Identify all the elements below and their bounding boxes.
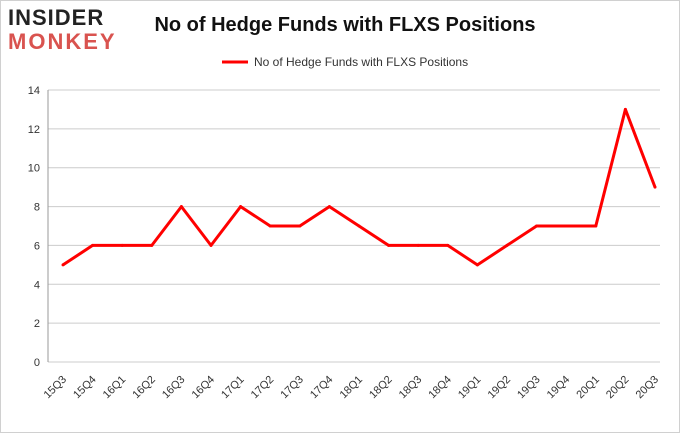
x-tick-label: 19Q1 bbox=[456, 374, 484, 402]
data-point bbox=[505, 243, 509, 247]
logo-line-2: MONKEY bbox=[8, 29, 117, 54]
data-point bbox=[387, 243, 391, 247]
x-tick-label: 17Q3 bbox=[278, 374, 306, 402]
data-point bbox=[179, 205, 183, 209]
x-tick-label: 16Q2 bbox=[130, 374, 158, 402]
data-point bbox=[653, 185, 657, 189]
data-point bbox=[298, 224, 302, 228]
data-point bbox=[239, 205, 243, 209]
x-tick-label: 18Q2 bbox=[367, 374, 395, 402]
legend: No of Hedge Funds with FLXS Positions bbox=[222, 55, 468, 69]
data-point bbox=[535, 224, 539, 228]
y-tick-label: 10 bbox=[28, 163, 40, 175]
x-tick-label: 16Q4 bbox=[190, 374, 218, 402]
x-tick-label: 15Q4 bbox=[71, 374, 99, 402]
x-tick-label: 20Q2 bbox=[604, 374, 632, 402]
y-tick-label: 6 bbox=[34, 240, 40, 252]
chart-title: No of Hedge Funds with FLXS Positions bbox=[154, 14, 536, 36]
data-point bbox=[150, 243, 154, 247]
insider-monkey-logo: INSIDER MONKEY bbox=[8, 6, 128, 56]
x-tick-label: 15Q3 bbox=[42, 374, 70, 402]
data-point bbox=[475, 263, 479, 267]
series-lines bbox=[61, 107, 657, 267]
data-point bbox=[594, 224, 598, 228]
x-tick-label: 19Q3 bbox=[515, 374, 543, 402]
x-tick-label: 19Q2 bbox=[486, 374, 514, 402]
x-tick-label: 20Q1 bbox=[574, 374, 602, 402]
x-tick-label: 16Q3 bbox=[160, 374, 188, 402]
logo-line-1: INSIDER bbox=[8, 5, 105, 30]
x-tick-label: 20Q3 bbox=[634, 374, 662, 402]
grid-lines bbox=[47, 89, 660, 363]
data-point bbox=[327, 205, 331, 209]
y-tick-label: 4 bbox=[34, 279, 40, 291]
x-tick-label: 18Q3 bbox=[397, 374, 425, 402]
y-tick-label: 8 bbox=[34, 202, 40, 214]
data-point bbox=[416, 243, 420, 247]
x-tick-label: 18Q1 bbox=[338, 374, 366, 402]
x-tick-label: 17Q4 bbox=[308, 374, 336, 402]
data-point bbox=[209, 243, 213, 247]
data-point bbox=[61, 263, 65, 267]
y-tick-label: 12 bbox=[28, 124, 40, 136]
x-axis-ticks: 15Q3 15Q4 16Q1 16Q2 16Q3 16Q4 17Q1 17Q2 17Q3 17Q4… bbox=[42, 374, 662, 402]
data-point bbox=[120, 243, 124, 247]
data-point bbox=[91, 243, 95, 247]
data-point bbox=[268, 224, 272, 228]
y-tick-label: 14 bbox=[28, 85, 40, 97]
data-point bbox=[623, 107, 627, 111]
data-point bbox=[446, 243, 450, 247]
x-tick-label: 16Q1 bbox=[101, 374, 129, 402]
data-point bbox=[357, 224, 361, 228]
y-axis-ticks: 0 2 4 6 8 10 12 14 bbox=[28, 85, 40, 369]
x-tick-label: 19Q4 bbox=[545, 374, 573, 402]
y-tick-label: 0 bbox=[34, 357, 40, 369]
x-tick-label: 17Q2 bbox=[249, 374, 277, 402]
y-tick-label: 2 bbox=[34, 318, 40, 330]
legend-label: No of Hedge Funds with FLXS Positions bbox=[254, 55, 468, 69]
x-tick-label: 18Q4 bbox=[426, 374, 454, 402]
x-tick-label: 17Q1 bbox=[219, 374, 247, 402]
data-point bbox=[564, 224, 568, 228]
series-line bbox=[62, 107, 657, 267]
